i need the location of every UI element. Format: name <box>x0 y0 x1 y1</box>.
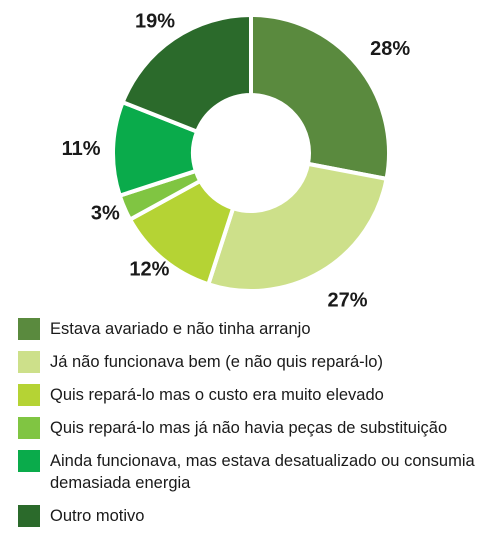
legend-label: Já não funcionava bem (e não quis repará… <box>50 353 383 371</box>
slice-percent-label: 12% <box>129 259 169 281</box>
legend-item: Já não funcionava bem (e não quis repará… <box>18 351 494 373</box>
legend-label: Ainda funcionava, mas estava desatualiza… <box>50 452 475 492</box>
legend-item: Quis repará-lo mas já não havia peças de… <box>18 417 494 439</box>
slice-percent-label: 3% <box>91 203 120 225</box>
slice-percent-label: 27% <box>328 289 368 310</box>
donut-slice <box>120 12 253 135</box>
legend-swatch <box>18 505 40 527</box>
slice-percent-label: 11% <box>62 138 101 160</box>
legend-swatch <box>18 318 40 340</box>
donut-chart: 28% 27% 12% 3% 11% 19% <box>62 11 411 310</box>
legend-item: Outro motivo <box>18 505 494 527</box>
legend-swatch <box>18 417 40 439</box>
legend-label: Estava avariado e não tinha arranjo <box>50 320 311 338</box>
legend-label: Quis repará-lo mas o custo era muito ele… <box>50 386 384 404</box>
legend-label: Quis repará-lo mas já não havia peças de… <box>50 419 448 437</box>
slice-percent-label: 28% <box>370 38 410 60</box>
legend-swatch <box>18 351 40 373</box>
donut-slice <box>249 12 391 182</box>
donut-slice <box>205 161 389 293</box>
legend-swatch <box>18 450 40 472</box>
slice-percent-label: 19% <box>135 11 175 33</box>
legend-item: Quis repará-lo mas o custo era muito ele… <box>18 384 494 406</box>
legend-item: Ainda funcionava, mas estava desatualiza… <box>18 450 494 494</box>
legend-swatch <box>18 384 40 406</box>
legend-item: Estava avariado e não tinha arranjo <box>18 318 494 340</box>
chart-legend: Estava avariado e não tinha arranjo Já n… <box>18 318 494 538</box>
legend-label: Outro motivo <box>50 507 145 525</box>
